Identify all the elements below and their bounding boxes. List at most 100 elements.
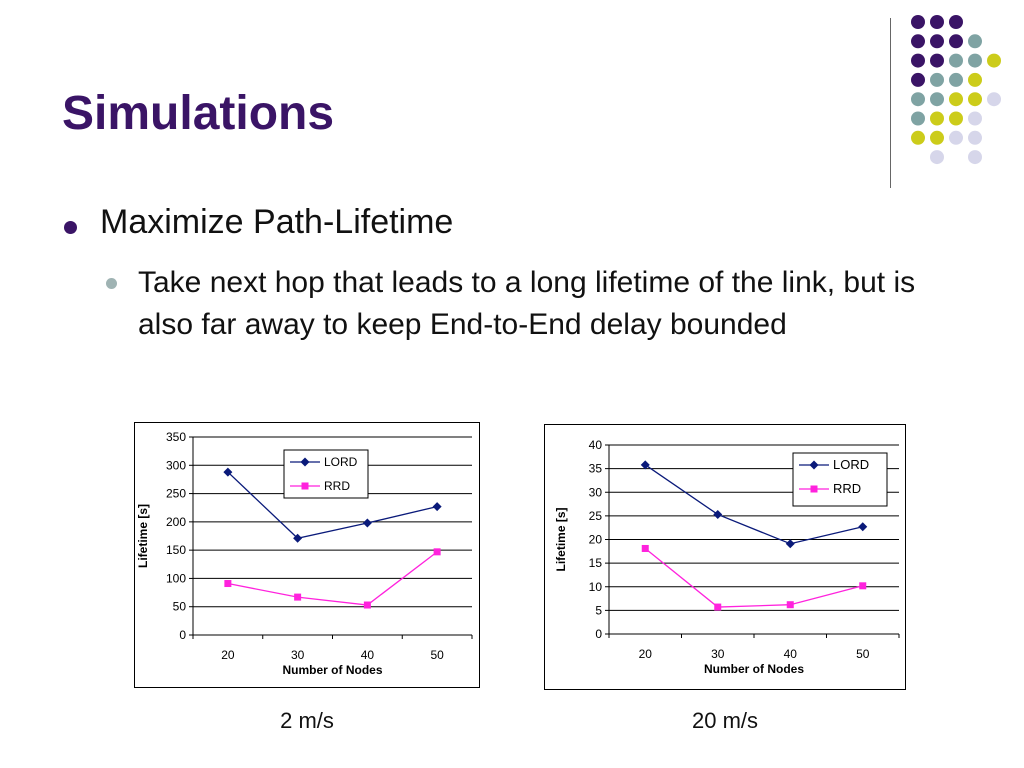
data-point-lord [362, 518, 372, 528]
legend-box [792, 452, 888, 507]
decorative-dot [930, 111, 944, 126]
decorative-dot [968, 34, 982, 49]
data-point-rrd [641, 544, 649, 552]
data-point-rrd [433, 548, 441, 556]
y-tick-label: 350 [166, 430, 186, 444]
y-tick-label: 300 [166, 458, 186, 472]
decorative-dot [911, 15, 925, 29]
x-tick-label: 40 [784, 647, 798, 661]
chart-20ms: 0 5 10 15 20 25 30 35 40 20 30 40 50 Number of Nodes L… [544, 424, 906, 690]
decorative-dot [930, 150, 944, 165]
data-point-rrd [363, 601, 371, 609]
decorative-dot [911, 92, 925, 107]
legend-label-rrd: RRD [833, 481, 861, 496]
decorative-dot [911, 111, 925, 126]
legend-label-lord: LORD [324, 455, 358, 469]
series-line-rrd [644, 547, 863, 608]
decorative-dot [987, 53, 1001, 68]
decorative-dot [968, 92, 982, 107]
legend-marker-rrd [301, 482, 309, 490]
legend-marker-rrd [810, 485, 818, 493]
decorative-dot [930, 130, 944, 145]
y-tick-label: 25 [589, 509, 603, 523]
decorative-dot [949, 111, 963, 126]
decorative-dot [911, 72, 925, 87]
y-tick-label: 100 [166, 571, 186, 585]
decorative-dot [968, 111, 982, 126]
bullet-level-2: Take next hop that leads to a long lifet… [138, 266, 916, 341]
y-tick-label: 200 [166, 515, 186, 529]
data-point-rrd [714, 603, 722, 611]
bullet-dot-level-1 [64, 221, 77, 234]
y-tick-label: 40 [589, 438, 603, 452]
chart-caption-20ms: 20 m/s [691, 708, 759, 733]
decorative-dot [968, 130, 982, 145]
decorative-dot [968, 150, 982, 165]
data-point-lord [713, 509, 723, 519]
decorative-dot [949, 130, 963, 145]
x-tick-label: 50 [430, 648, 444, 662]
series-line-lord [644, 464, 863, 545]
data-point-lord [223, 467, 233, 477]
decorative-dot [949, 53, 963, 68]
x-tick-label: 40 [361, 648, 375, 662]
legend-box [283, 449, 369, 499]
decorative-dot [949, 72, 963, 87]
y-tick-label: 250 [166, 487, 186, 501]
y-tick-label: 20 [589, 533, 603, 547]
data-point-lord [785, 539, 795, 549]
series-line-rrd [227, 551, 438, 606]
data-point-lord [293, 533, 303, 543]
decorative-dot [949, 15, 963, 29]
decorative-dot [949, 34, 963, 49]
data-point-lord [858, 522, 868, 532]
chart-2ms: 0 50 100 150 200 250 300 350 20 30 40 50 Number of N… [134, 422, 480, 688]
x-tick-label: 30 [291, 648, 305, 662]
decorative-dot [968, 53, 982, 68]
y-axis-label: Lifetime [s] [554, 507, 568, 571]
x-tick-label: 30 [711, 647, 725, 661]
y-tick-label: 5 [595, 603, 602, 617]
y-tick-label: 10 [589, 580, 603, 594]
decorative-dot [987, 92, 1001, 107]
decorative-dot [930, 72, 944, 87]
legend-label-rrd: RRD [324, 479, 350, 493]
decorative-dot-grid [911, 15, 1001, 165]
x-tick-label: 20 [639, 647, 653, 661]
legend-marker-lord [809, 460, 819, 470]
bullet-level-1: Maximize Path-Lifetime [100, 203, 454, 241]
decorative-dot [911, 53, 925, 68]
bullet-dot-level-2 [106, 278, 117, 289]
decorative-dot [949, 92, 963, 107]
y-tick-label: 15 [589, 556, 603, 570]
decorative-dot [930, 92, 944, 107]
data-point-rrd [224, 580, 232, 588]
legend-marker-lord [300, 457, 310, 467]
x-axis-label: Number of Nodes [282, 663, 382, 677]
decorative-dot [930, 34, 944, 49]
decorative-dot [930, 53, 944, 68]
data-point-lord [640, 460, 650, 470]
x-tick-label: 50 [856, 647, 870, 661]
legend-label-lord: LORD [833, 457, 869, 472]
y-tick-label: 0 [595, 627, 602, 641]
data-point-rrd [786, 601, 794, 609]
y-tick-label: 0 [179, 628, 186, 642]
x-axis-label: Number of Nodes [704, 662, 804, 676]
y-tick-label: 50 [173, 600, 187, 614]
y-tick-label: 30 [589, 485, 603, 499]
slide-title: Simulations [62, 87, 335, 140]
data-point-rrd [294, 593, 302, 601]
decorative-divider [890, 18, 891, 188]
data-point-lord [432, 502, 442, 512]
y-tick-label: 150 [166, 543, 186, 557]
series-line-lord [227, 471, 438, 539]
x-tick-label: 20 [221, 648, 235, 662]
decorative-dot [968, 72, 982, 87]
data-point-rrd [859, 582, 867, 590]
y-axis-label: Lifetime [s] [136, 504, 150, 568]
decorative-dot [911, 130, 925, 145]
y-tick-label: 35 [589, 462, 603, 476]
decorative-dot [911, 34, 925, 49]
chart-caption-2ms: 2 m/s [280, 708, 334, 733]
